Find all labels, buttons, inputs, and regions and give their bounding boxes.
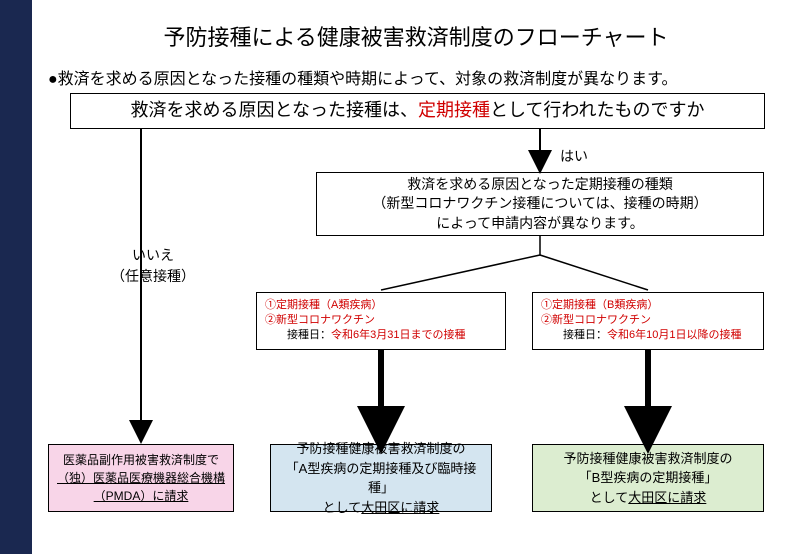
pmda-line1: 医薬品副作用被害救済制度で <box>63 451 219 469</box>
cond-a-line2: ②新型コロナワクチン <box>265 313 375 328</box>
cond-b-line2: ②新型コロナワクチン <box>541 313 651 328</box>
pmda-line2b: （PMDA）に請求 <box>94 489 189 503</box>
sub-decision-box: 救済を求める原因となった定期接種の種類 （新型コロナワクチン接種については、接種… <box>316 172 764 236</box>
page-title: 予防接種による健康被害救済制度のフローチャート <box>32 20 800 52</box>
intro-text: ●救済を求める原因となった接種の種類や時期によって、対象の救済制度が異なります。 <box>48 65 678 89</box>
sub-line-3: によって申請内容が異なります。 <box>436 214 643 234</box>
condition-box-b: ①定期接種（B類疾病） ②新型コロナワクチン 接種日：令和6年10月1日以降の接… <box>532 292 764 350</box>
question-suffix: として行われたものですか <box>490 100 705 120</box>
cond-b-line3-label: 接種日： <box>563 329 607 341</box>
question-highlight: 定期接種 <box>418 100 490 120</box>
green-line2: 「B型疾病の定期接種」 <box>579 468 718 488</box>
cond-a-line3-red: 令和6年3月31日までの接種 <box>331 329 465 341</box>
question-prefix: 救済を求める原因となった接種は、 <box>130 100 417 120</box>
blue-line2: 「A型疾病の定期接種及び臨時接種」 <box>279 459 483 498</box>
decision-question-box: 救済を求める原因となった接種は、定期接種として行われたものですか <box>70 93 765 129</box>
sub-line-2: （新型コロナワクチン接種については、接種の時期） <box>372 194 707 214</box>
blue-line1: 予防接種健康被害救済制度の <box>296 439 465 459</box>
cond-b-line3-red: 令和6年10月1日以降の接種 <box>607 329 741 341</box>
pmda-line2a: （独）医薬品医療機器総合機構 <box>57 471 225 485</box>
side-accent-bar <box>0 0 32 554</box>
green-line1: 予防接種健康被害救済制度の <box>563 449 732 469</box>
condition-box-a: ①定期接種（A類疾病） ②新型コロナワクチン 接種日：令和6年3月31日までの接… <box>256 292 506 350</box>
green-line3a: として <box>590 490 629 505</box>
branch-label-yes: はい <box>560 146 588 166</box>
blue-line3b: 大田区に請求 <box>361 500 439 515</box>
cond-b-line1: ①定期接種（B類疾病） <box>541 298 658 313</box>
sub-line-1: 救済を求める原因となった定期接種の種類 <box>407 175 673 195</box>
endpoint-pmda: 医薬品副作用被害救済制度で （独）医薬品医療機器総合機構 （PMDA）に請求 <box>48 444 234 512</box>
blue-line3a: として <box>323 500 362 515</box>
label-no-line2: （任意接種） <box>111 268 195 284</box>
endpoint-type-a: 予防接種健康被害救済制度の 「A型疾病の定期接種及び臨時接種」 として大田区に請… <box>270 444 492 512</box>
branch-label-no: いいえ （任意接種） <box>108 245 198 287</box>
cond-a-line3-label: 接種日： <box>287 329 331 341</box>
green-line3b: 大田区に請求 <box>628 490 706 505</box>
label-no-line1: いいえ <box>132 247 174 263</box>
cond-a-line1: ①定期接種（A類疾病） <box>265 298 382 313</box>
endpoint-type-b: 予防接種健康被害救済制度の 「B型疾病の定期接種」 として大田区に請求 <box>532 444 764 512</box>
